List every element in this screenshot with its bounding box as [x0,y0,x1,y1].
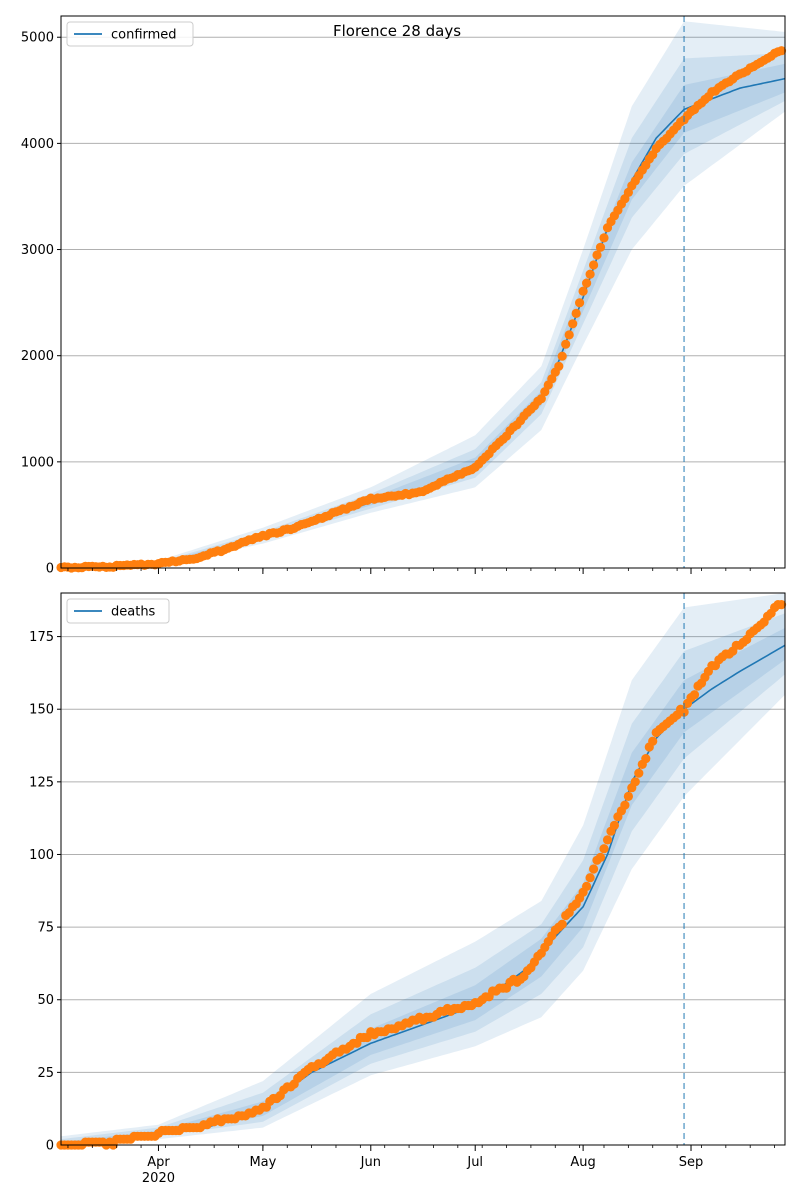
confidence-band-inner [61,63,785,568]
observed-point [630,777,640,787]
y-tick-label: 1000 [21,455,54,470]
axes-frame [60,592,786,1146]
x-tick-label: Aug [570,1155,595,1170]
y-tick-label: 4000 [21,137,54,152]
y-tick-label: 0 [46,1139,54,1154]
legend-label: confirmed [111,28,177,43]
observed-point [557,351,567,361]
observed-point [536,394,546,404]
confidence-band-middle [61,53,785,568]
observed-point [592,250,602,260]
axes-frame [60,15,786,569]
observed-point [595,242,606,252]
y-tick-label: 75 [37,921,54,936]
confidence-band-outer [61,21,785,569]
confirmed-panel: 0 1000 2000 3000 4000 5000 confirmed [21,15,787,577]
observed-point [582,278,592,288]
y-tick-label: 50 [37,993,54,1008]
confidence-band-inner [61,627,785,1145]
x-year-label: 2020 [142,1171,175,1186]
observed-point [589,864,599,874]
y-tick-label: 5000 [21,31,54,46]
observed-point [599,844,609,854]
observed-point [547,374,557,384]
y-tick-label: 25 [37,1066,54,1081]
confidence-band-outer [61,593,785,1145]
observed-point [557,919,567,929]
legend-label: deaths [111,605,156,620]
observed-point [679,707,689,717]
legend-box [66,21,194,47]
observed-point [599,233,609,243]
chart-title: Florence 28 days [333,22,461,40]
observed-point [648,736,658,746]
observed-point [571,308,581,318]
x-tick-label: Jul [466,1155,483,1170]
x-tick-label: Jun [360,1155,381,1170]
observed-point [776,600,787,610]
observed-point [582,881,592,892]
observed-point [561,339,571,349]
x-tick-label: Apr [147,1155,170,1170]
x-tick-label: May [249,1155,276,1170]
observed-point [585,269,595,279]
x-tick-label: Sep [679,1155,704,1170]
observed-point [564,330,574,340]
observed-point [776,46,787,56]
observed-point [589,260,599,270]
y-tick-label: 3000 [21,243,54,258]
observed-point [578,286,588,296]
y-tick-label: 175 [29,630,54,645]
observed-point [602,835,613,845]
y-tick-label: 125 [29,775,54,790]
y-tick-label: 2000 [21,349,54,364]
observed-point [634,768,644,778]
y-tick-label: 0 [46,562,54,577]
observed-point [595,852,606,863]
observed-point [575,298,585,308]
observed-point [554,361,564,371]
y-tick-label: 150 [29,703,54,718]
observed-point [623,791,634,802]
observed-point [585,873,595,883]
observed-point [641,754,651,764]
observed-point [568,319,578,329]
legend-box [66,598,170,624]
observed-point [689,690,700,700]
observed-point [620,800,630,810]
observed-point [609,820,620,831]
y-tick-label: 100 [29,848,54,863]
